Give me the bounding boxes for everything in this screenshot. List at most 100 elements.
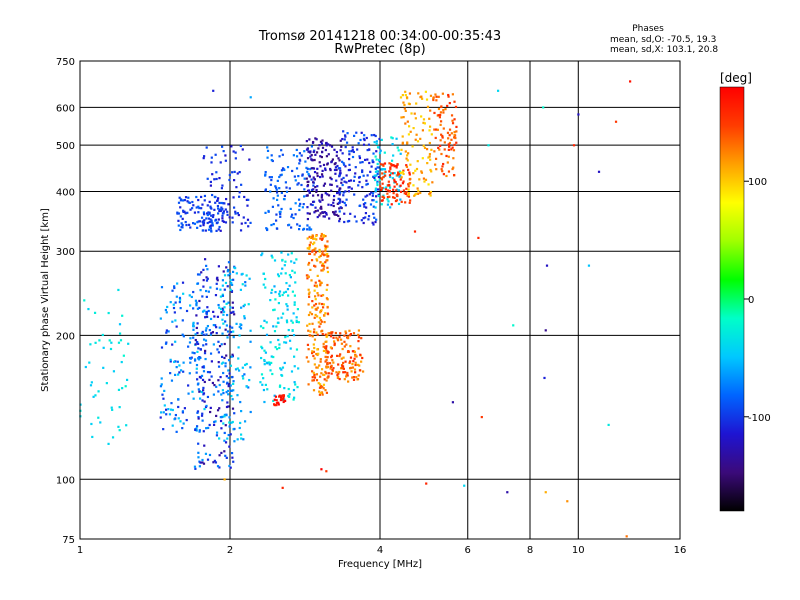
data-point (214, 461, 218, 464)
data-point (379, 149, 382, 152)
data-point (442, 109, 445, 112)
data-point (371, 221, 374, 224)
data-point (232, 150, 235, 153)
data-point (324, 355, 327, 358)
data-point (193, 211, 197, 214)
data-point (351, 366, 355, 369)
data-point (224, 154, 227, 157)
data-point (360, 131, 363, 134)
data-point (237, 369, 241, 372)
data-point (375, 174, 378, 177)
data-point (202, 430, 205, 433)
data-point (359, 353, 362, 356)
data-point (295, 155, 299, 158)
data-point (320, 320, 323, 323)
data-point (322, 215, 325, 218)
data-point (275, 219, 278, 222)
data-point (302, 227, 306, 230)
data-point (306, 167, 309, 170)
data-point (447, 137, 450, 140)
data-point (294, 179, 297, 182)
data-point (319, 375, 322, 378)
data-point (228, 425, 231, 428)
data-point (291, 321, 294, 324)
data-point (207, 217, 211, 220)
data-point (325, 297, 329, 300)
data-point (321, 198, 324, 202)
data-point (352, 179, 356, 182)
data-point (282, 291, 286, 294)
data-point (306, 147, 310, 150)
data-point (403, 103, 406, 107)
data-point (382, 186, 385, 190)
data-point (313, 149, 316, 152)
data-point (325, 379, 328, 382)
data-point (162, 428, 165, 431)
data-point (353, 368, 357, 371)
data-point (215, 171, 218, 174)
data-point (171, 408, 174, 412)
data-point (218, 209, 221, 213)
data-point (325, 349, 328, 352)
data-point (310, 158, 313, 161)
data-point (217, 361, 220, 364)
data-point (283, 168, 286, 172)
data-point (307, 150, 310, 153)
data-point (319, 165, 322, 168)
data-point (242, 438, 245, 441)
data-point (329, 167, 332, 171)
data-point (396, 146, 399, 149)
data-point (327, 194, 331, 197)
data-point (117, 341, 121, 344)
data-point (188, 356, 192, 360)
data-point (170, 402, 173, 405)
data-point (312, 343, 315, 346)
data-point (311, 379, 314, 382)
data-point (283, 341, 286, 344)
data-point (212, 423, 216, 426)
data-point (378, 151, 382, 155)
data-point (208, 211, 211, 214)
data-point (308, 252, 312, 256)
data-point (303, 195, 306, 198)
data-point (326, 312, 330, 315)
data-point (348, 153, 351, 156)
data-point (219, 288, 222, 291)
data-point (382, 176, 385, 179)
data-point (430, 148, 433, 151)
data-point (278, 343, 281, 346)
data-point (325, 351, 328, 354)
data-point (200, 207, 203, 210)
data-point (364, 216, 367, 219)
data-point (238, 170, 241, 174)
data-point (629, 80, 632, 83)
data-point (200, 216, 204, 219)
data-point (348, 150, 351, 153)
data-point (203, 352, 207, 355)
data-point (264, 286, 267, 289)
data-point (110, 406, 113, 409)
data-point (118, 429, 121, 432)
data-point (201, 310, 205, 313)
data-point (339, 187, 342, 190)
data-point (315, 138, 318, 141)
data-point (404, 192, 408, 196)
data-point (207, 426, 210, 430)
data-point (371, 159, 374, 162)
data-point (273, 308, 276, 311)
data-point (381, 172, 384, 175)
data-point (201, 419, 204, 422)
data-point (197, 211, 200, 214)
data-point (214, 195, 217, 199)
data-point (217, 365, 221, 368)
data-point (212, 393, 215, 396)
data-point (296, 183, 299, 186)
data-point (369, 203, 373, 206)
data-point (315, 352, 318, 356)
data-point (293, 175, 296, 178)
data-point (311, 322, 314, 325)
data-point (239, 144, 242, 148)
data-point (312, 188, 315, 191)
data-point (215, 229, 218, 233)
data-point (400, 176, 403, 179)
